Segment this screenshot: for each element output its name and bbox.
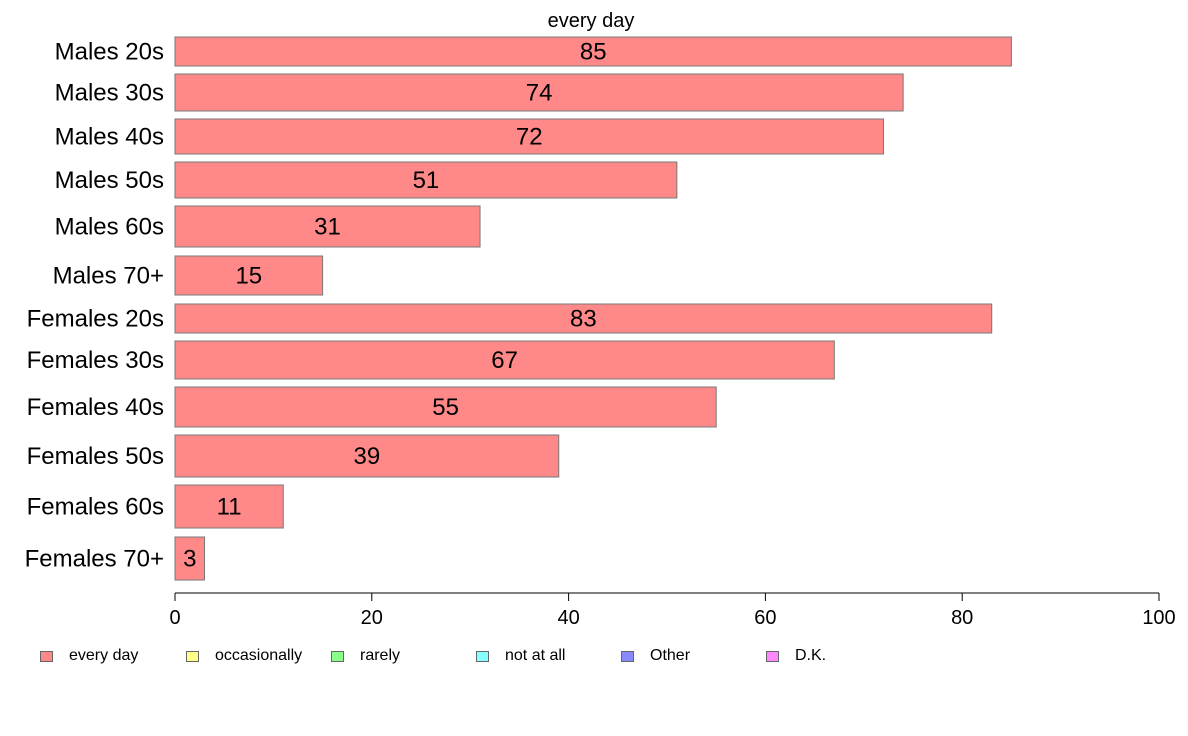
category-label: Females 40s: [27, 394, 164, 421]
legend-item: occasionally: [186, 645, 302, 667]
bar-value-label: 11: [217, 494, 242, 521]
bar-value-label: 83: [570, 306, 597, 333]
category-label: Females 60s: [27, 494, 164, 521]
legend-item: not at all: [476, 645, 565, 667]
x-tick-label: 0: [169, 607, 180, 629]
category-label: Females 70+: [25, 546, 164, 573]
legend-swatch: [331, 650, 344, 662]
bar: [174, 386, 717, 428]
category-label: Males 60s: [55, 214, 164, 241]
x-tick-label: 80: [951, 607, 973, 629]
bar: [174, 161, 678, 199]
legend-label: D.K.: [795, 647, 827, 664]
bar: [174, 73, 904, 112]
bar: [174, 340, 835, 380]
bar-value-label: 3: [183, 546, 196, 573]
x-tick-label: 40: [557, 607, 579, 629]
category-label: Males 70+: [53, 263, 164, 290]
legend-item: every day: [40, 645, 138, 667]
bar-value-label: 74: [526, 80, 553, 107]
category-label: Males 20s: [55, 39, 164, 66]
bar-value-label: 15: [235, 263, 262, 290]
category-label: Females 30s: [27, 347, 164, 374]
legend-swatch: [621, 650, 634, 662]
legend-label: Other: [650, 647, 691, 664]
legend-item: Other: [621, 645, 690, 667]
legend-label: not at all: [505, 647, 566, 664]
category-label: Males 50s: [55, 167, 164, 194]
bar: [174, 303, 993, 334]
bar-value-label: 67: [491, 347, 518, 374]
bar: [174, 434, 560, 478]
bar-value-label: 31: [314, 214, 341, 241]
x-tick-label: 60: [754, 607, 776, 629]
chart-title: every day: [548, 10, 635, 32]
legend-item: D.K.: [766, 645, 826, 667]
category-label: Females 50s: [27, 443, 164, 470]
legend-item: rarely: [331, 645, 400, 667]
category-label: Males 30s: [55, 80, 164, 107]
legend-swatch: [40, 650, 53, 662]
category-label: Females 20s: [27, 306, 164, 333]
bar: [174, 255, 324, 296]
bar-value-label: 39: [354, 443, 381, 470]
bar: [174, 118, 884, 155]
legend-swatch: [476, 650, 489, 662]
bar-value-label: 85: [580, 39, 607, 66]
bar: [174, 205, 481, 248]
bar: [174, 484, 284, 529]
legend-label: occasionally: [215, 647, 303, 664]
bar: [174, 536, 206, 581]
bar: [174, 36, 1012, 67]
legend-swatch: [766, 650, 779, 662]
bar-value-label: 55: [432, 394, 459, 421]
x-tick-label: 100: [1142, 607, 1175, 629]
legend: every day occasionally rarely not at all Oth…: [0, 645, 1188, 669]
bar-value-label: 51: [413, 167, 440, 194]
legend-label: every day: [69, 647, 139, 664]
legend-swatch: [186, 650, 199, 662]
legend-label: rarely: [360, 647, 401, 664]
category-label: Males 40s: [55, 124, 164, 151]
x-tick-label: 20: [361, 607, 383, 629]
bar-value-label: 72: [516, 124, 543, 151]
